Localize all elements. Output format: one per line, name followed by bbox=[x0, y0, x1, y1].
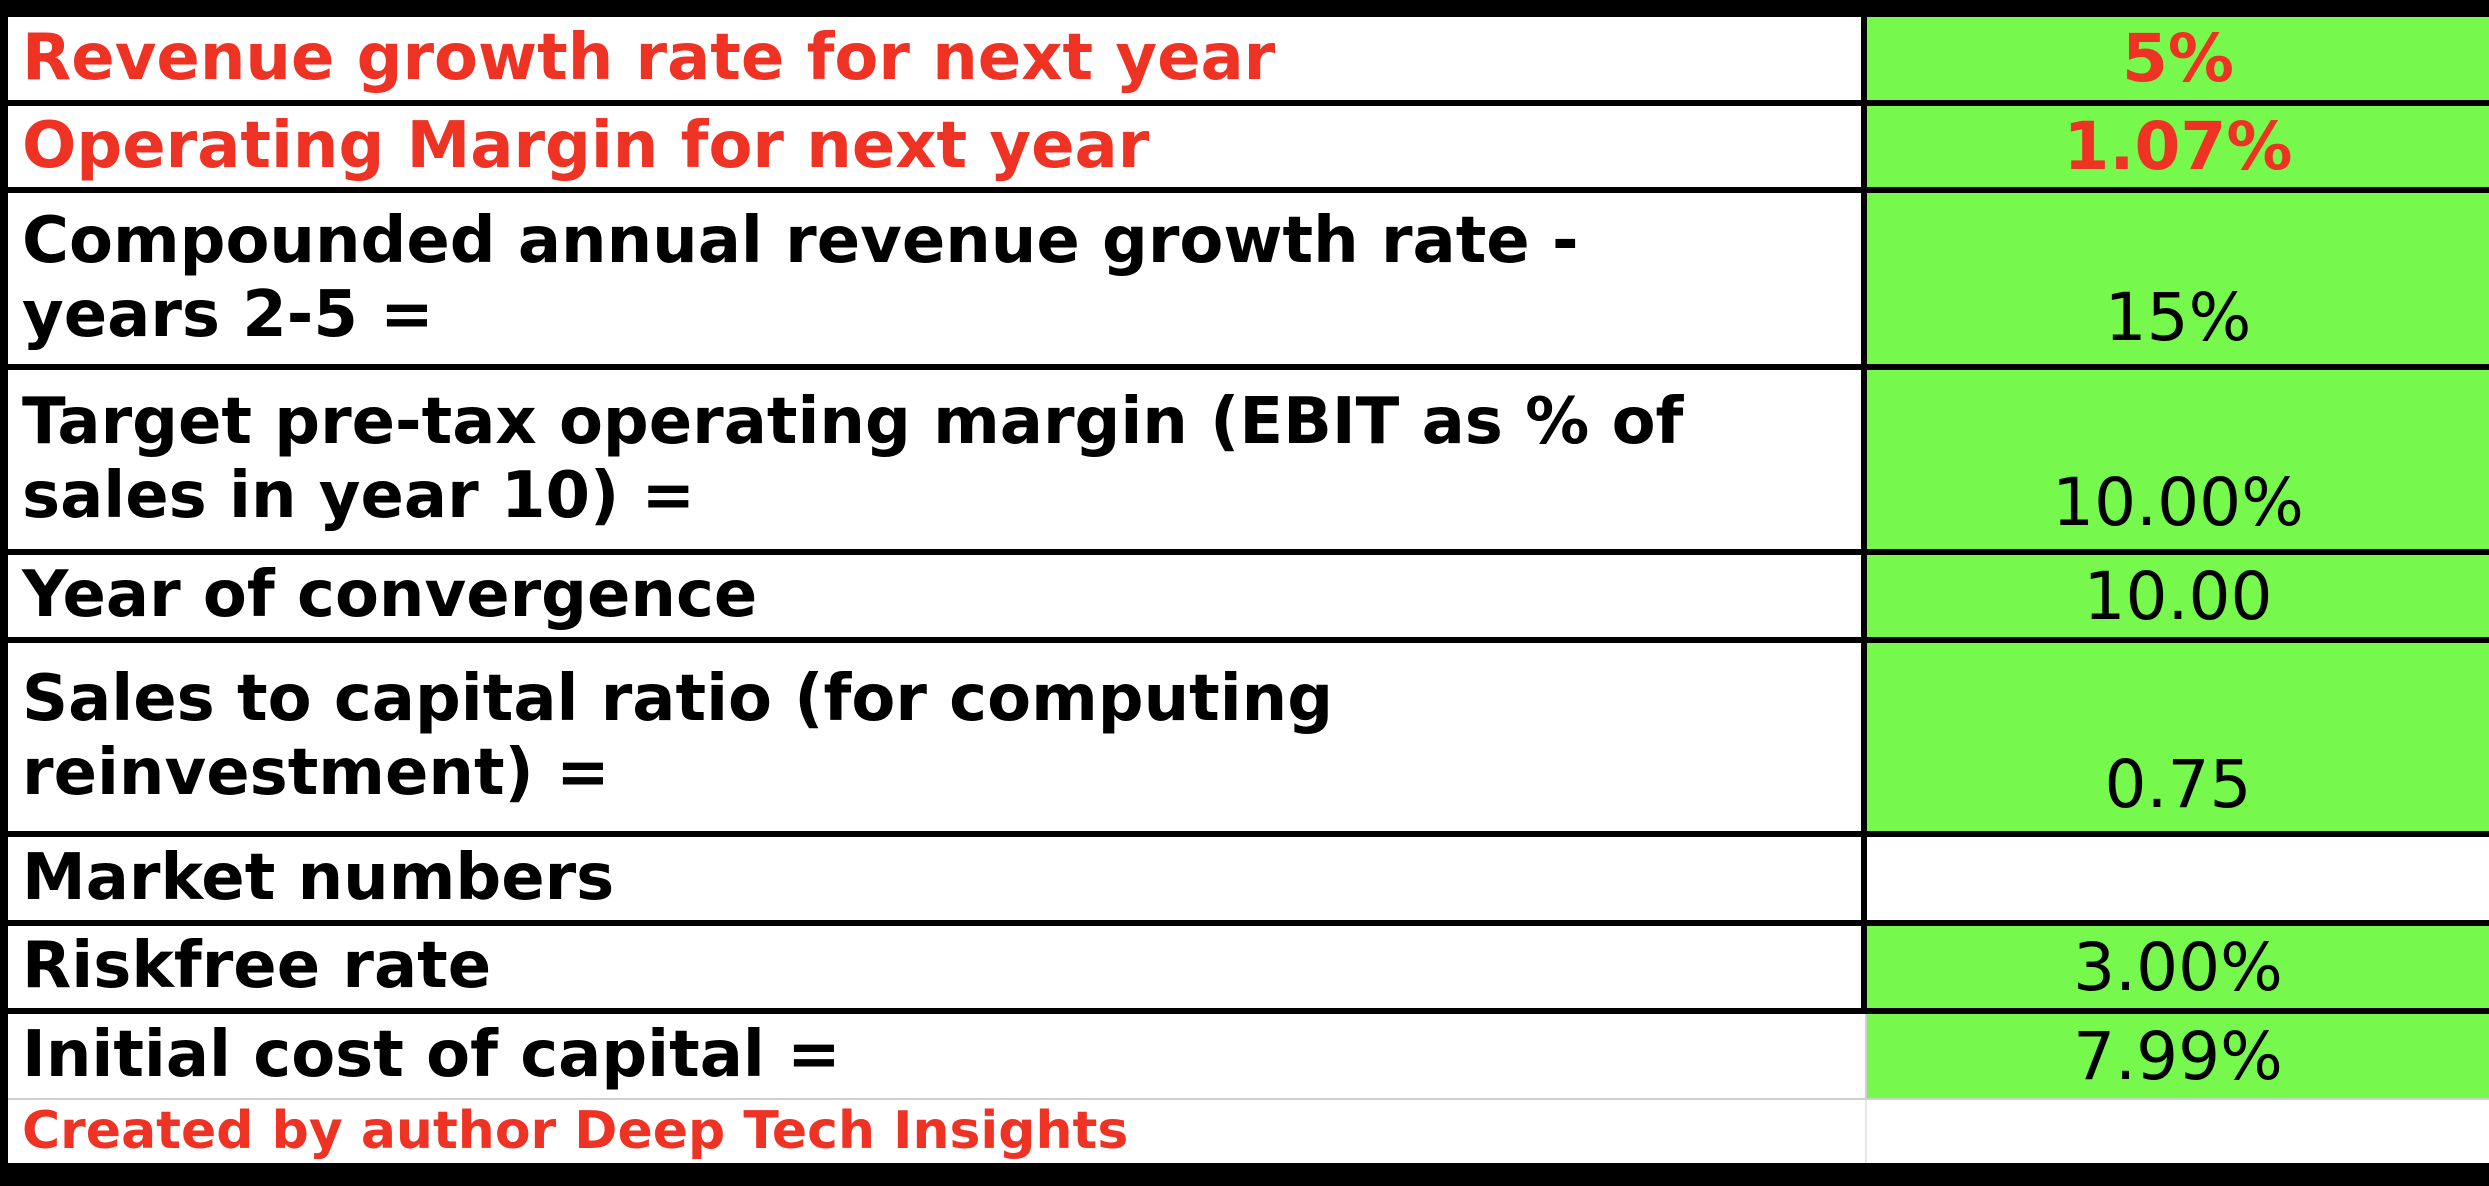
value-cell[interactable]: 10.00% bbox=[1867, 370, 2489, 549]
row-label: Initial cost of capital = bbox=[8, 1014, 1867, 1098]
row-label: Sales to capital ratio (for computing re… bbox=[8, 643, 1867, 831]
row-operating-margin-next-year: Operating Margin for next year 1.07% bbox=[8, 106, 2489, 193]
row-value: 0.75 bbox=[2104, 746, 2252, 823]
row-revenue-growth-next-year: Revenue growth rate for next year 5% bbox=[8, 17, 2489, 106]
value-cell[interactable]: 3.00% bbox=[1867, 926, 2489, 1008]
empty-cell[interactable] bbox=[1867, 837, 2489, 920]
row-label: Compounded annual revenue growth rate - … bbox=[8, 193, 1867, 364]
top-border bbox=[0, 0, 2489, 17]
value-cell[interactable]: 15% bbox=[1867, 193, 2489, 364]
row-compounded-growth-rate: Compounded annual revenue growth rate - … bbox=[8, 193, 2489, 370]
row-market-numbers: Market numbers bbox=[8, 837, 2489, 926]
row-year-of-convergence: Year of convergence 10.00 bbox=[8, 555, 2489, 643]
footer-row: Created by author Deep Tech Insights bbox=[8, 1100, 2489, 1163]
row-label: Revenue growth rate for next year bbox=[8, 17, 1867, 100]
value-cell[interactable]: 10.00 bbox=[1867, 555, 2489, 637]
row-value: 15% bbox=[2104, 279, 2252, 356]
row-value: 10.00 bbox=[2083, 557, 2273, 635]
row-initial-cost-of-capital: Initial cost of capital = 7.99% bbox=[8, 1014, 2489, 1100]
row-riskfree-rate: Riskfree rate 3.00% bbox=[8, 926, 2489, 1014]
left-border bbox=[0, 0, 8, 1186]
empty-cell[interactable] bbox=[1867, 1100, 2489, 1163]
row-value: 5% bbox=[2121, 20, 2235, 97]
section-heading: Market numbers bbox=[8, 837, 1867, 920]
row-label: Year of convergence bbox=[8, 555, 1867, 637]
author-credit: Created by author Deep Tech Insights bbox=[8, 1100, 1867, 1163]
value-cell[interactable]: 5% bbox=[1867, 17, 2489, 100]
bottom-border bbox=[0, 1163, 2489, 1186]
row-value: 10.00% bbox=[2052, 464, 2304, 541]
value-cell[interactable]: 7.99% bbox=[1867, 1014, 2489, 1098]
row-value: 1.07% bbox=[2063, 108, 2293, 185]
row-value: 7.99% bbox=[2073, 1017, 2283, 1095]
row-label: Operating Margin for next year bbox=[8, 106, 1867, 187]
row-label: Riskfree rate bbox=[8, 926, 1867, 1008]
row-target-operating-margin: Target pre-tax operating margin (EBIT as… bbox=[8, 370, 2489, 555]
value-cell[interactable]: 0.75 bbox=[1867, 643, 2489, 831]
row-label: Target pre-tax operating margin (EBIT as… bbox=[8, 370, 1867, 549]
row-value: 3.00% bbox=[2073, 928, 2283, 1006]
value-cell[interactable]: 1.07% bbox=[1867, 106, 2489, 187]
row-sales-to-capital: Sales to capital ratio (for computing re… bbox=[8, 643, 2489, 837]
